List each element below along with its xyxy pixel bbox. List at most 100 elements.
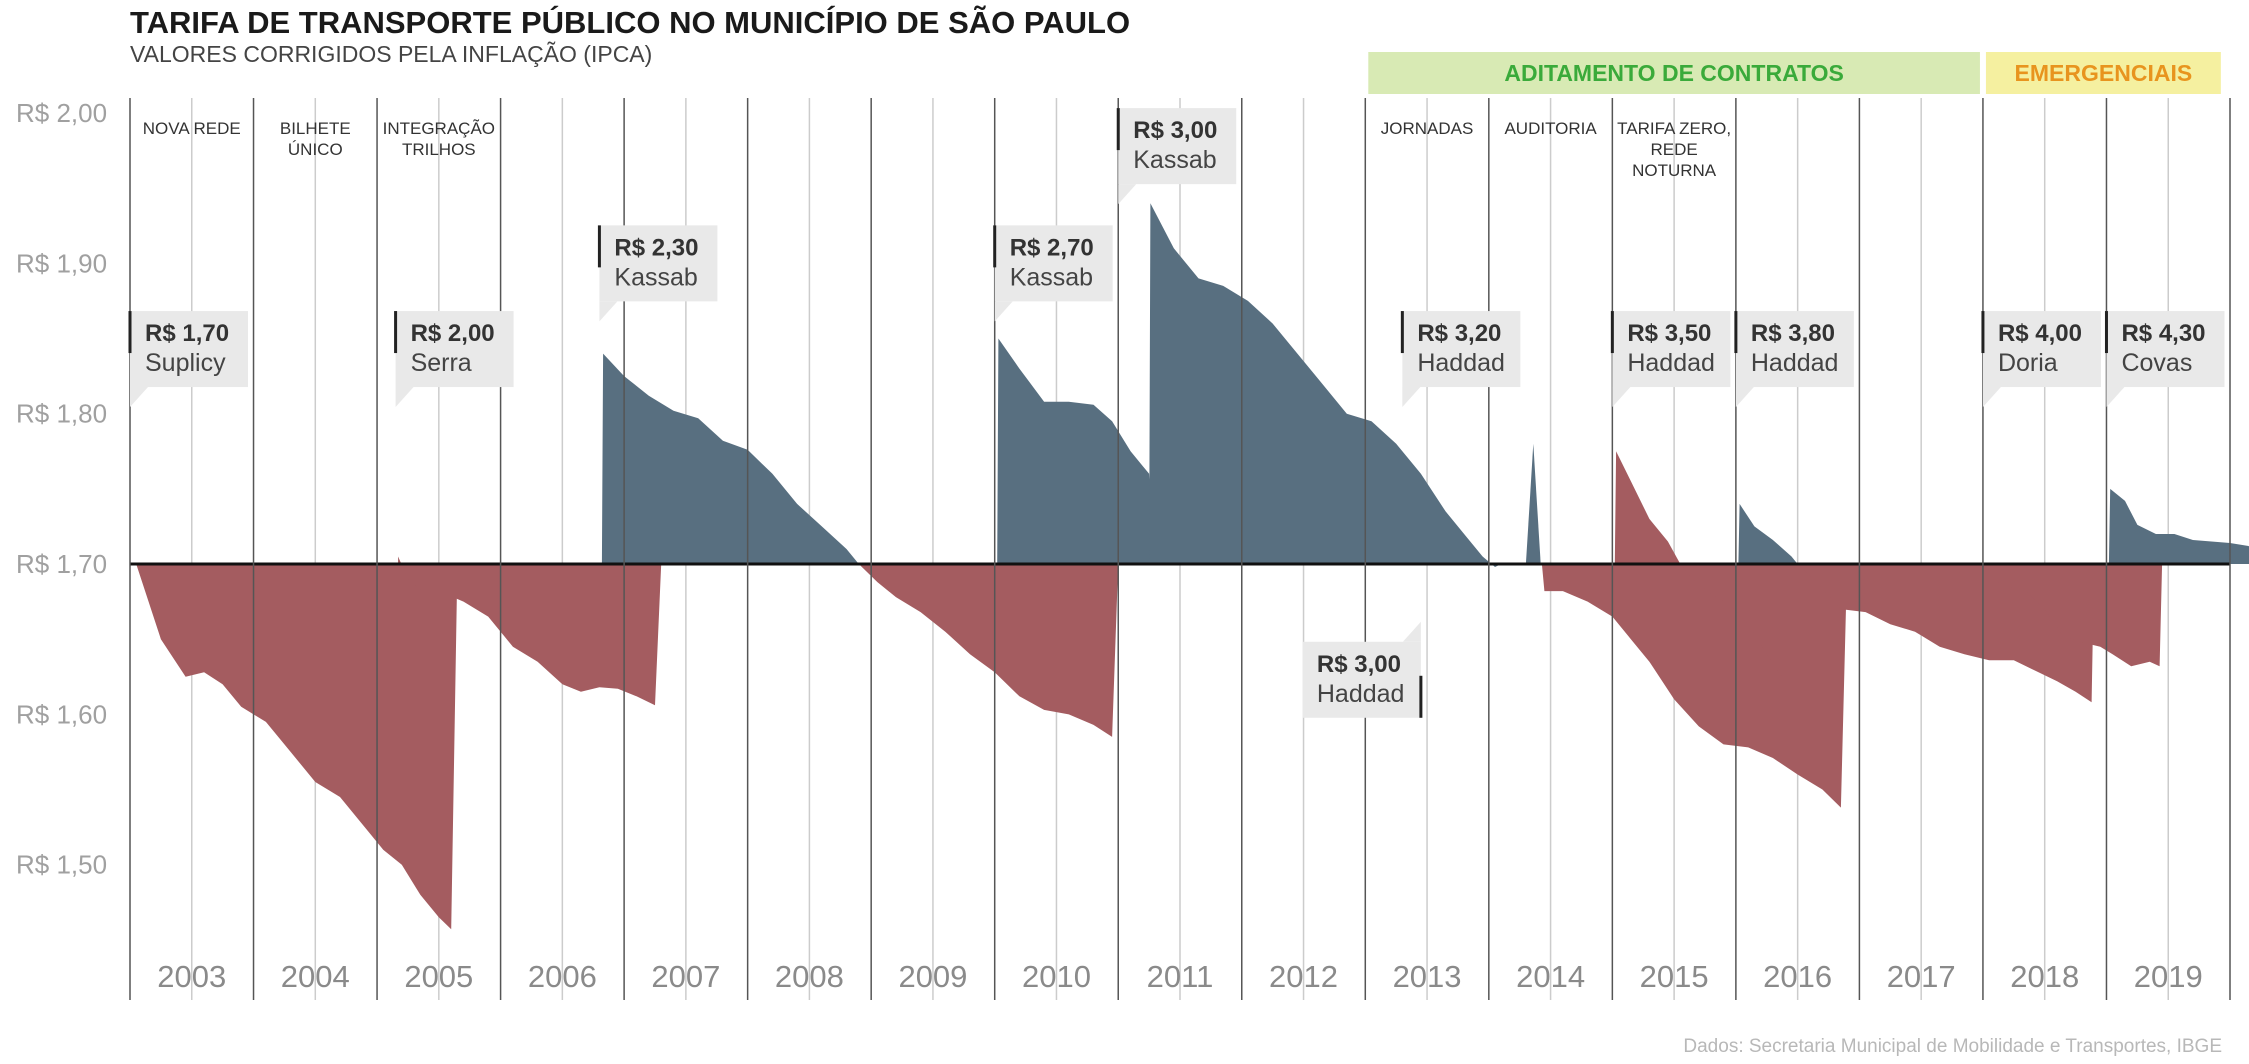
- annotation-box: [1118, 108, 1237, 185]
- fare-area-10: [1797, 564, 2095, 703]
- annotation-pointer: [395, 387, 414, 408]
- annotation-pointer: [2106, 387, 2125, 408]
- annotation-price: R$ 4,30: [2121, 320, 2205, 347]
- y-tick-label: R$ 1,50: [16, 850, 107, 880]
- fare-area-5: [1149, 203, 1502, 567]
- x-tick-label: 2018: [2010, 959, 2079, 994]
- annotation-box: [994, 225, 1113, 302]
- annotation-name: Kassab: [1010, 263, 1093, 291]
- annotation-name: Haddad: [1417, 349, 1505, 377]
- annotation-box: [1982, 311, 2101, 388]
- fare-area-9: [1738, 503, 1798, 564]
- period-bands: ADITAMENTO DE CONTRATOS EMERGENCIAIS: [1368, 52, 2221, 94]
- x-tick-label: 2015: [1640, 959, 1709, 994]
- annotation-name: Kassab: [614, 263, 697, 291]
- annotation-price: R$ 3,00: [1133, 117, 1217, 144]
- x-tick-label: 2006: [528, 959, 597, 994]
- annotation-name: Serra: [411, 349, 472, 377]
- annotation-pointer: [1982, 387, 2001, 408]
- x-tick-label: 2005: [404, 959, 473, 994]
- annotation-name: Suplicy: [145, 349, 226, 377]
- x-tick-label: 2010: [1022, 959, 1091, 994]
- annotation-pointer: [1402, 387, 1421, 408]
- y-tick-label: R$ 2,00: [16, 98, 107, 128]
- fare-area-0: [136, 564, 458, 930]
- event-label-5: TARIFA ZERO,: [1617, 119, 1731, 138]
- fare-area-11: [1989, 564, 2163, 667]
- period-band-1: [1985, 52, 2221, 94]
- x-tick-label: 2012: [1269, 959, 1338, 994]
- x-tick-label: 2016: [1763, 959, 1832, 994]
- event-labels: NOVA REDE BILHETE ÚNICO INTEGRAÇÃO TRILHOS JO…: [143, 119, 1731, 180]
- period-label-0: ADITAMENTO DE CONTRATOS: [1504, 60, 1843, 86]
- annotation-pointer: [994, 301, 1013, 322]
- annotation-box: [395, 311, 514, 388]
- fare-area-3: [858, 564, 1119, 737]
- annotation-price: R$ 2,30: [614, 234, 698, 261]
- annotation-box: [1735, 311, 1854, 388]
- x-tick-label: 2009: [898, 959, 967, 994]
- annotation-name: Haddad: [1317, 680, 1405, 708]
- event-label-3: JORNADAS: [1381, 119, 1474, 138]
- event-label-0: NOVA REDE: [143, 119, 241, 138]
- annotation-pointer: [1735, 387, 1754, 408]
- annotation-price: R$ 3,80: [1751, 320, 1835, 347]
- y-tick-label: R$ 1,80: [16, 399, 107, 429]
- annotation-name: Haddad: [1627, 349, 1715, 377]
- annotation-box: [1612, 311, 1731, 388]
- event-label-4: AUDITORIA: [1504, 119, 1597, 138]
- x-tick-label: 2007: [651, 959, 720, 994]
- x-tick-label: 2017: [1887, 959, 1956, 994]
- annotation-price: R$ 3,00: [1317, 651, 1401, 678]
- annotation-pointer: [1402, 621, 1421, 642]
- x-tick-label: 2003: [157, 959, 226, 994]
- event-label-5: REDE: [1651, 140, 1698, 159]
- event-label-2: INTEGRAÇÃO: [383, 119, 495, 138]
- event-label-1: ÚNICO: [288, 140, 343, 159]
- chart-subtitle: VALORES CORRIGIDOS PELA INFLAÇÃO (IPCA): [130, 41, 652, 67]
- annotation-pointer: [599, 301, 618, 322]
- annotation-pointer: [1118, 184, 1137, 205]
- x-tick-label: 2014: [1516, 959, 1585, 994]
- annotation-price: R$ 2,00: [411, 320, 495, 347]
- x-tick-label: 2019: [2134, 959, 2203, 994]
- fare-area-6: [1525, 443, 1541, 564]
- annotation-name: Doria: [1998, 349, 2058, 377]
- annotation-box: [2106, 311, 2225, 388]
- annotation-price: R$ 2,70: [1010, 234, 1094, 261]
- x-tick-label: 2004: [281, 959, 350, 994]
- annotation-name: Haddad: [1751, 349, 1839, 377]
- y-tick-label: R$ 1,90: [16, 248, 107, 278]
- x-tick-label: 2013: [1393, 959, 1462, 994]
- period-label-1: EMERGENCIAIS: [2015, 60, 2193, 86]
- x-tick-label: 2008: [775, 959, 844, 994]
- annotation-price: R$ 3,50: [1627, 320, 1711, 347]
- annotation-box: [599, 225, 718, 302]
- annotation-name: Kassab: [1133, 146, 1216, 174]
- event-label-2: TRILHOS: [402, 140, 476, 159]
- annotation-box: [1402, 311, 1521, 388]
- period-band-0: [1368, 52, 1980, 94]
- y-tick-label: R$ 1,60: [16, 699, 107, 729]
- x-tick-label: 2011: [1147, 959, 1214, 994]
- annotation-pointer: [1612, 387, 1631, 408]
- event-label-5: NOTURNA: [1632, 161, 1717, 180]
- annotation-box: [1302, 641, 1421, 718]
- annotation-price: R$ 1,70: [145, 320, 229, 347]
- annotation-pointer: [130, 387, 148, 408]
- annotation-name: Covas: [2121, 349, 2192, 377]
- annotation-box: [130, 311, 248, 388]
- y-tick-label: R$ 1,70: [16, 549, 107, 579]
- x-axis-years: 2003 2004 2005 2006 2007 2008 2009 2010 2011 2012…: [157, 959, 2202, 994]
- fare-area-4: [997, 338, 1156, 564]
